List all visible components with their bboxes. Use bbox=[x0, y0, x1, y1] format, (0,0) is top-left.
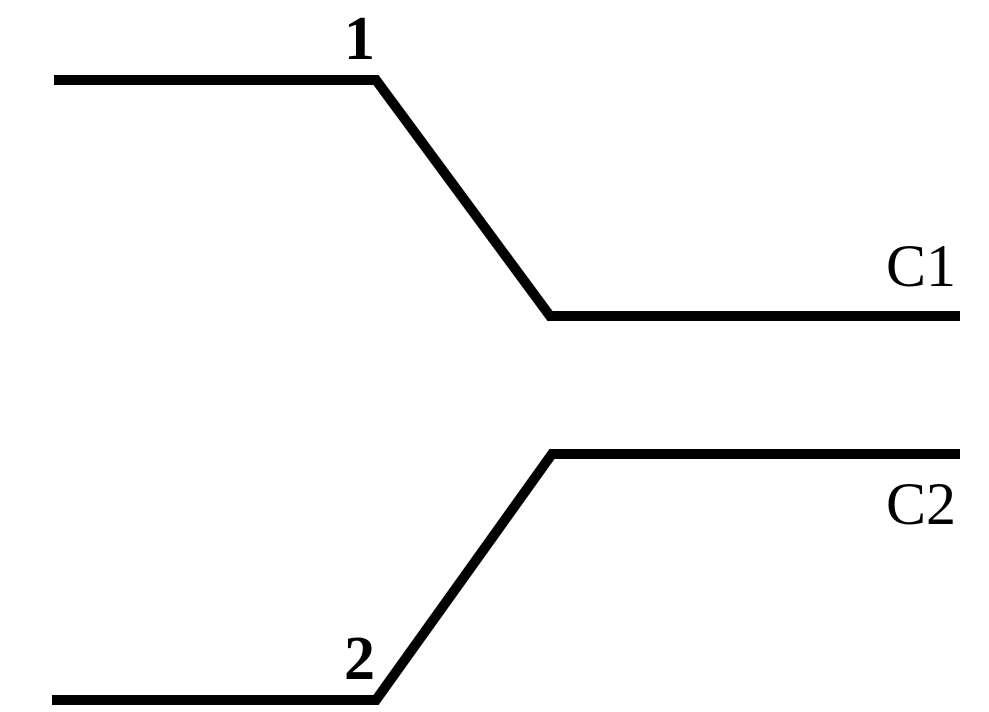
label-c2: C2 bbox=[886, 470, 956, 539]
label-1: 1 bbox=[344, 4, 375, 75]
coupler-diagram bbox=[0, 0, 989, 712]
bottom-wire-path bbox=[52, 454, 960, 700]
top-wire-path bbox=[54, 80, 960, 316]
label-2: 2 bbox=[344, 624, 375, 695]
label-c1: C1 bbox=[886, 232, 956, 301]
